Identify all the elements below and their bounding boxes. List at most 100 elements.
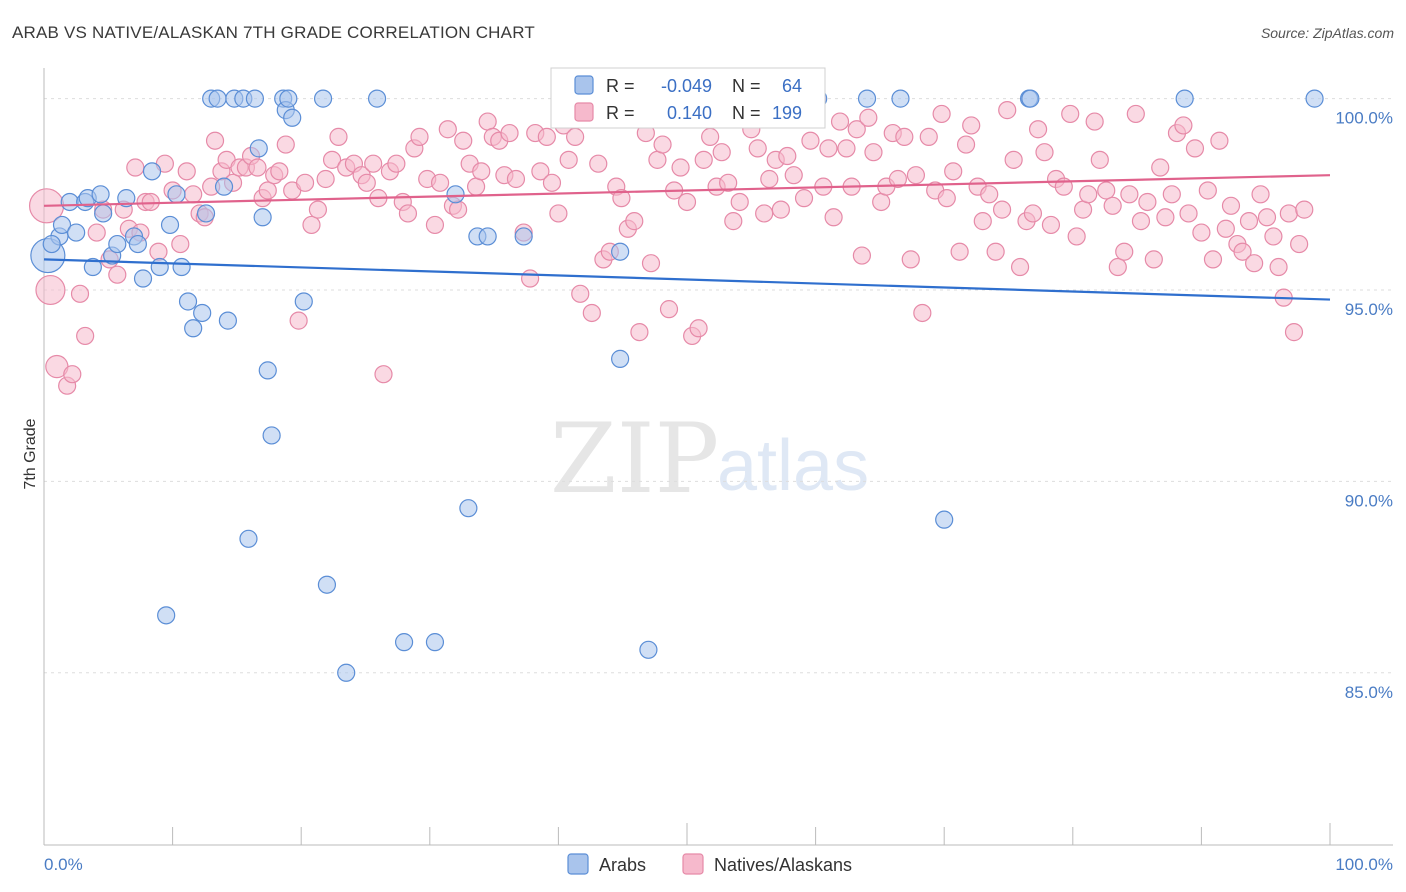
x-tick-label-max: 100.0% — [1335, 855, 1393, 874]
native-point — [302, 215, 321, 235]
native-point — [980, 185, 999, 204]
legend-label-native: Natives/Alaskans — [714, 855, 852, 875]
native-point — [438, 120, 457, 139]
native-point — [724, 212, 743, 231]
arabs-point — [83, 257, 102, 277]
native-point — [1284, 323, 1304, 342]
native-point — [888, 169, 908, 189]
native-point — [322, 150, 342, 169]
native-point — [1108, 257, 1127, 277]
native-point — [258, 181, 277, 200]
native-point — [1162, 185, 1181, 204]
stats-r-label-native: R = — [606, 103, 635, 123]
native-point — [276, 135, 295, 154]
arabs-point — [367, 89, 387, 108]
native-point — [559, 150, 578, 169]
native-point — [937, 189, 956, 208]
native-point — [542, 173, 562, 192]
native-point — [1073, 200, 1093, 219]
native-point — [589, 154, 608, 173]
arabs-point — [52, 215, 72, 235]
native-point — [962, 116, 981, 135]
native-point — [63, 365, 82, 384]
native-point — [950, 242, 969, 261]
x-tick-label-min: 0.0% — [44, 855, 83, 874]
series-native-points — [28, 89, 1314, 395]
native-point — [1061, 104, 1080, 124]
arabs-point — [239, 529, 258, 548]
native-point — [1257, 208, 1277, 227]
native-point — [76, 326, 95, 346]
native-point — [357, 173, 376, 192]
native-point — [913, 303, 932, 323]
native-point — [184, 185, 203, 204]
native-point — [1028, 120, 1048, 139]
native-point — [694, 150, 713, 169]
native-point — [566, 127, 585, 146]
native-point — [956, 135, 976, 154]
legend-label-arabs: Arabs — [599, 855, 646, 875]
native-point — [944, 162, 963, 181]
native-point — [398, 204, 418, 223]
native-point — [824, 208, 843, 227]
stats-legend: R = -0.049 N = 64 R = 0.140 N = 199 — [550, 67, 826, 129]
native-point — [1103, 196, 1122, 215]
native-point — [177, 162, 196, 181]
arabs-point — [108, 234, 127, 254]
native-point — [1203, 250, 1223, 269]
native-point — [784, 166, 803, 185]
native-point — [149, 242, 168, 261]
native-point — [1156, 208, 1175, 227]
native-point — [308, 200, 328, 219]
watermark: ZIP atlas — [550, 403, 869, 515]
native-point — [1245, 254, 1264, 273]
native-point — [998, 101, 1017, 120]
native-point — [648, 150, 667, 169]
native-point — [1120, 185, 1139, 204]
arabs-point — [446, 185, 465, 204]
native-point — [171, 234, 190, 254]
native-point — [454, 131, 473, 150]
native-point — [719, 173, 738, 192]
arabs-point — [128, 234, 147, 254]
watermark-atlas: atlas — [717, 426, 869, 506]
native-point — [531, 162, 550, 181]
arabs-point — [1021, 89, 1040, 108]
native-point — [1097, 181, 1116, 200]
native-point — [500, 123, 519, 143]
native-point — [329, 127, 348, 146]
native-point — [986, 242, 1005, 261]
native-point — [549, 204, 568, 223]
native-point — [1251, 185, 1270, 204]
native-point — [205, 131, 225, 150]
native-point — [1144, 250, 1163, 269]
native-point — [872, 192, 891, 212]
native-point — [659, 300, 679, 319]
stats-r-label-arabs: R = — [606, 76, 635, 96]
stats-n-native: 199 — [772, 103, 802, 123]
native-point — [141, 192, 160, 212]
arabs-point — [1175, 89, 1194, 108]
native-point — [1269, 257, 1288, 277]
chart-source: Source: ZipAtlas.com — [1261, 25, 1394, 41]
legend-swatch-native — [682, 853, 704, 875]
arabs-point — [639, 640, 658, 659]
native-point — [582, 303, 601, 323]
native-point — [1138, 192, 1157, 212]
arabs-point — [514, 227, 533, 246]
native-point — [466, 177, 486, 196]
native-point — [819, 139, 838, 158]
arabs-point — [258, 361, 277, 380]
native-point — [1239, 212, 1259, 231]
arabs-point — [337, 663, 356, 682]
native-point — [1085, 112, 1104, 131]
native-point — [387, 154, 406, 173]
native-point — [35, 274, 66, 306]
native-point — [748, 139, 767, 158]
native-point — [973, 212, 992, 231]
native-point — [641, 254, 661, 273]
native-point — [1295, 200, 1314, 219]
arabs-point — [91, 185, 110, 204]
stats-r-native: 0.140 — [667, 103, 712, 123]
